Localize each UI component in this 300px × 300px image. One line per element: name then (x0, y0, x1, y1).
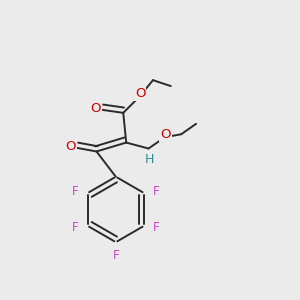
Text: F: F (72, 221, 79, 234)
Text: F: F (153, 221, 159, 234)
Text: H: H (145, 153, 154, 166)
Text: O: O (65, 140, 76, 153)
Text: O: O (135, 87, 146, 100)
Text: F: F (153, 185, 159, 198)
Text: O: O (160, 128, 171, 141)
Text: F: F (72, 185, 79, 198)
Text: F: F (112, 249, 119, 262)
Text: O: O (91, 102, 101, 115)
